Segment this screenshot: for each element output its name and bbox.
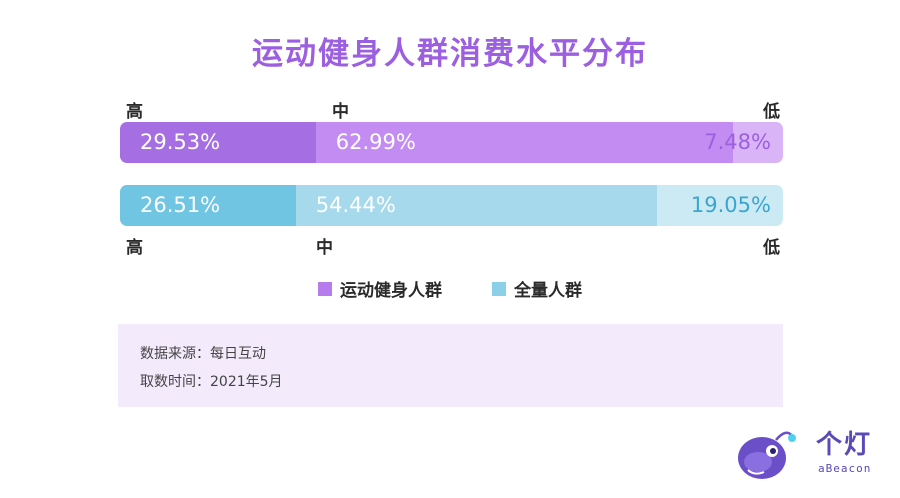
source-line: 数据来源：每日互动: [140, 346, 266, 362]
anglerfish-logo-icon: [738, 431, 796, 479]
data-label-all-mid: 54.44%: [315, 193, 396, 217]
date-line: 取数时间：2021年5月: [140, 374, 283, 390]
top-label-low: 低: [763, 102, 780, 122]
bottom-label-mid: 中: [316, 238, 333, 258]
data-label-fitness-mid: 62.99%: [335, 130, 416, 154]
legend-item-fitness: 运动健身人群: [318, 276, 442, 301]
bar-segment-fitness-low: 7.48%: [704, 122, 783, 163]
legend: 运动健身人群 全量人群: [0, 276, 900, 301]
data-label-fitness-low: 7.48%: [704, 130, 771, 154]
legend-label-all: 全量人群: [514, 281, 582, 301]
bar-segment-all-low: 19.05%: [656, 185, 783, 226]
legend-swatch-all: [492, 281, 506, 296]
data-label-all-low: 19.05%: [690, 193, 771, 217]
brand-logo: 个灯 aBeacon: [736, 424, 886, 484]
bar-segment-all-high: 26.51%: [120, 185, 296, 226]
bar-fitness-group: 29.53% 62.99% 7.48%: [120, 122, 783, 163]
top-label-mid: 中: [332, 102, 349, 122]
logo-text-en: aBeacon: [818, 462, 872, 475]
bar-segment-fitness-mid: 62.99%: [315, 122, 734, 163]
source-box: 数据来源：每日互动 取数时间：2021年5月: [118, 324, 783, 407]
chart-title: 运动健身人群消费水平分布: [252, 36, 648, 72]
bar-segment-fitness-high: 29.53%: [120, 122, 316, 163]
legend-item-all: 全量人群: [492, 276, 582, 301]
bar-segment-all-mid: 54.44%: [295, 185, 657, 226]
top-label-high: 高: [126, 102, 143, 122]
data-label-all-high: 26.51%: [140, 193, 221, 217]
data-label-fitness-high: 29.53%: [140, 130, 221, 154]
legend-label-fitness: 运动健身人群: [340, 281, 442, 301]
bar-all-population: 26.51% 54.44% 19.05%: [120, 185, 783, 226]
logo-text-cn: 个灯: [816, 430, 873, 460]
bottom-label-high: 高: [126, 238, 143, 258]
legend-swatch-fitness: [318, 281, 332, 296]
bottom-label-low: 低: [763, 238, 780, 258]
